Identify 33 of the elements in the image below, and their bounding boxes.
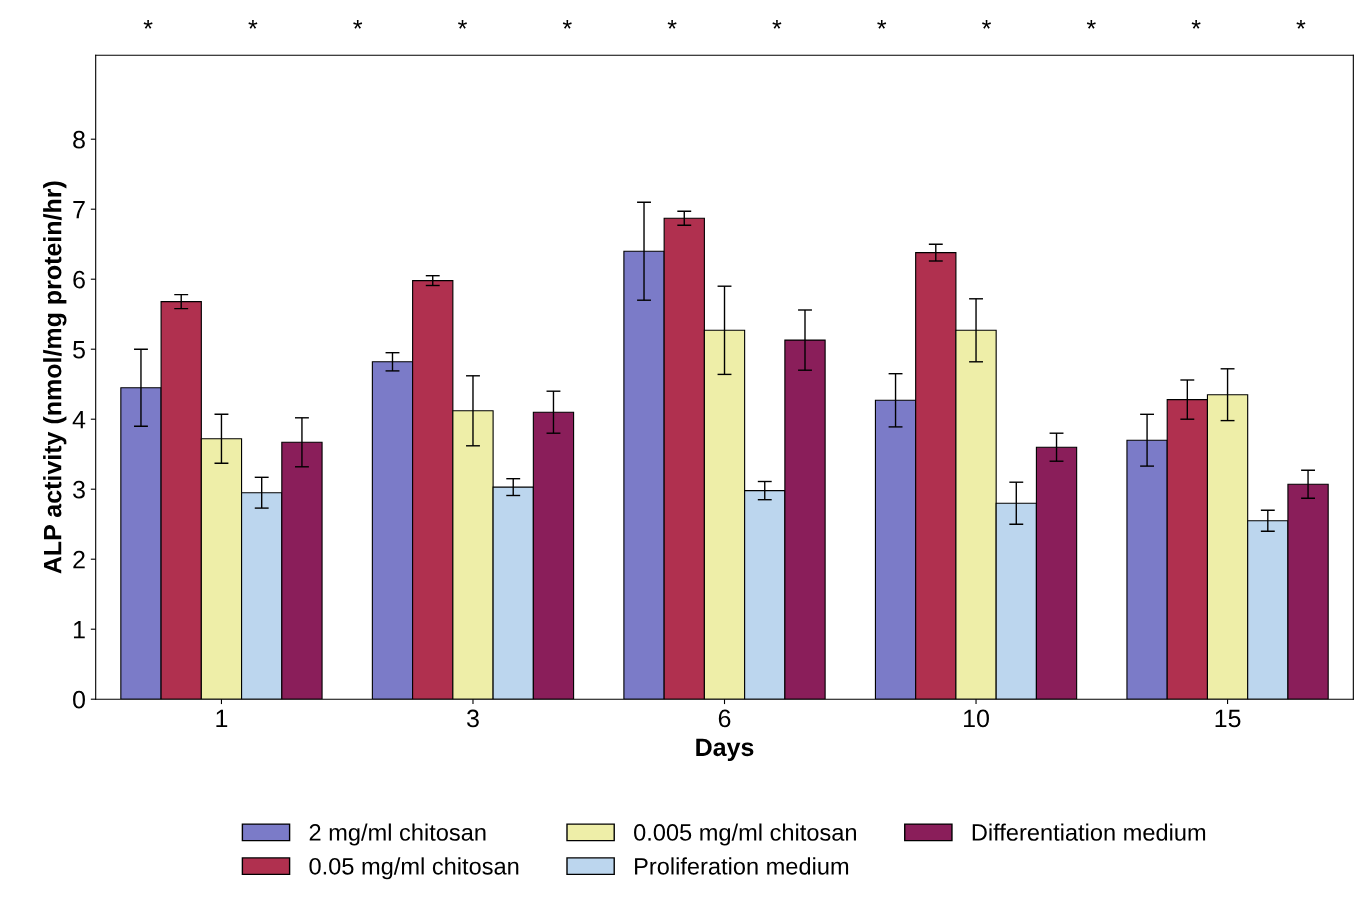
legend-label: 2 mg/ml chitosan <box>309 823 486 846</box>
text: * <box>982 19 991 29</box>
y-tick-label: 4 <box>72 411 86 429</box>
text: * <box>772 19 782 29</box>
y-tick-label: 7 <box>73 201 85 219</box>
x-tick-label: 1 <box>216 709 228 728</box>
y-tick-label: 1 <box>73 621 85 639</box>
y-tick-label: 8 <box>73 130 85 149</box>
y-tick-label: 5 <box>73 341 85 359</box>
y-axis-title: ALP activity (nmol/mg protein/hr) <box>43 181 67 574</box>
x-axis-title: Days <box>696 738 754 762</box>
text: * <box>353 19 363 29</box>
text: * <box>1191 19 1201 29</box>
text: * <box>143 19 153 29</box>
text: * <box>877 19 887 29</box>
y-tick-label: 2 <box>73 550 85 569</box>
text: * <box>562 19 572 29</box>
legend-label: Differentiation medium <box>972 823 1206 841</box>
y-tick-label: 0 <box>73 690 85 709</box>
legend-label: 0.005 mg/ml chitosan <box>634 823 856 846</box>
text: * <box>667 19 677 29</box>
x-tick-label: 10 <box>964 709 989 728</box>
x-tick-label: 15 <box>1215 709 1241 728</box>
text: * <box>458 19 467 29</box>
legend-label: 0.05 mg/ml chitosan <box>309 857 519 880</box>
x-tick-label: 6 <box>718 709 731 728</box>
y-tick-label: 3 <box>73 480 85 499</box>
text: * <box>1086 19 1096 29</box>
text: * <box>1296 19 1306 29</box>
x-tick-label: 3 <box>466 709 479 728</box>
legend-label: Proliferation medium <box>635 857 849 875</box>
text: * <box>248 19 258 29</box>
y-tick-label: 6 <box>73 270 85 289</box>
